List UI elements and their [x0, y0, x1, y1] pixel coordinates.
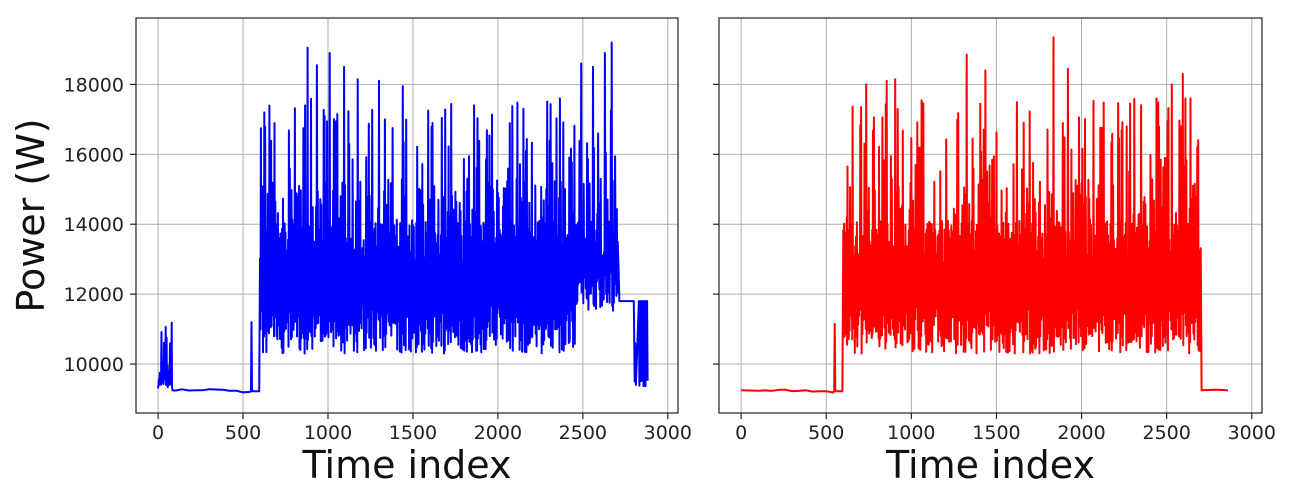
- x-tick-label: 1500: [972, 422, 1020, 444]
- x-axis-title: Time index: [301, 443, 511, 487]
- x-tick-label: 2500: [1142, 422, 1190, 444]
- y-axis-title: Power (W): [9, 118, 53, 312]
- x-tick-label: 500: [808, 422, 844, 444]
- x-tick-label: 3000: [1228, 422, 1276, 444]
- y-tick-label: 18000: [64, 74, 124, 96]
- x-tick-label: 1500: [389, 422, 437, 444]
- x-tick-label: 500: [225, 422, 261, 444]
- x-tick-label: 3000: [644, 422, 692, 444]
- series-line: [741, 36, 1229, 394]
- x-tick-label: 2000: [1057, 422, 1105, 444]
- x-tick-label: 2000: [474, 422, 522, 444]
- x-tick-label: 0: [152, 422, 164, 444]
- series-line: [157, 41, 649, 394]
- x-tick-label: 1000: [887, 422, 935, 444]
- x-axis-title: Time index: [885, 443, 1095, 487]
- y-tick-label: 12000: [64, 284, 124, 306]
- y-tick-label: 16000: [64, 144, 124, 166]
- chart-panel-right: 0 500 1000 1500 2000 2500 3000 Time index: [713, 17, 1276, 487]
- x-tick-label: 0: [735, 422, 747, 444]
- x-tick-label: 1000: [304, 422, 352, 444]
- chart-panel-left: 0 500 1000 1500 2000 2500 3000 10000 12000 14000 1…: [9, 17, 692, 487]
- y-tick-label: 10000: [64, 354, 124, 376]
- plot-frame: [135, 17, 679, 414]
- plot-frame: [718, 17, 1263, 414]
- y-tick-label: 14000: [64, 214, 124, 236]
- x-tick-label: 2500: [559, 422, 607, 444]
